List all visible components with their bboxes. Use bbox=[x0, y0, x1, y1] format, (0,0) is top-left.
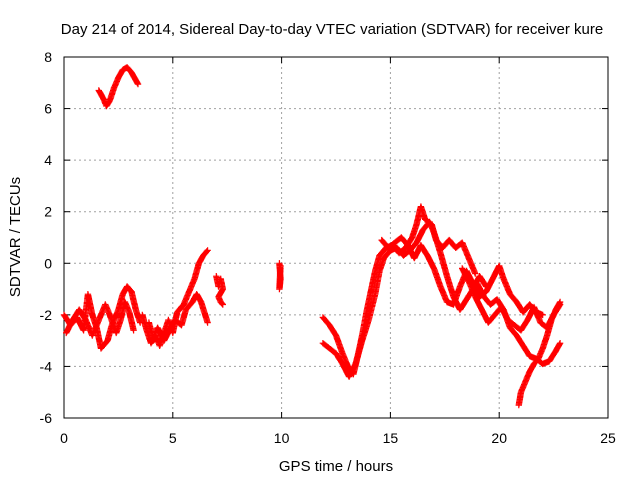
series-arc-isolated bbox=[276, 260, 284, 293]
plus-markers bbox=[474, 280, 564, 368]
series-arc-late-5 bbox=[474, 280, 564, 368]
series-arc-mid-3 bbox=[213, 273, 226, 308]
plus-markers bbox=[213, 273, 226, 308]
plus-markers bbox=[95, 64, 142, 110]
y-axis-label: SDTVAR / TECUs bbox=[7, 177, 24, 297]
series-arc-mid-2 bbox=[145, 291, 211, 344]
series-arc-early-2 bbox=[63, 298, 137, 339]
x-tick-label: 15 bbox=[383, 430, 399, 446]
x-tick-label: 5 bbox=[169, 430, 177, 446]
y-tick-label: 6 bbox=[44, 101, 52, 117]
y-tick-labels: -6 -4 -2 0 2 4 6 8 bbox=[40, 49, 53, 426]
x-tick-label: 25 bbox=[600, 430, 616, 446]
axis-ticks bbox=[63, 56, 609, 419]
y-tick-label: -6 bbox=[40, 410, 53, 426]
y-tick-label: 2 bbox=[44, 204, 52, 220]
x-tick-label: 10 bbox=[274, 430, 290, 446]
y-tick-label: 0 bbox=[44, 255, 52, 271]
y-tick-label: -4 bbox=[40, 358, 53, 374]
series-arc-late-2 bbox=[319, 218, 490, 380]
grid bbox=[64, 57, 608, 418]
y-tick-label: 4 bbox=[44, 152, 52, 168]
data-points bbox=[60, 64, 564, 409]
y-tick-label: 8 bbox=[44, 49, 52, 65]
plus-markers bbox=[319, 218, 490, 380]
x-tick-label: 20 bbox=[491, 430, 507, 446]
plus-markers bbox=[145, 291, 211, 344]
plus-markers bbox=[515, 298, 564, 409]
x-tick-labels: 0 5 10 15 20 25 bbox=[60, 430, 616, 446]
series-arc-late-6 bbox=[515, 298, 564, 409]
plot-frame bbox=[63, 56, 609, 419]
x-tick-label: 0 bbox=[60, 430, 68, 446]
series-arc-high bbox=[95, 64, 142, 110]
y-tick-label: -2 bbox=[40, 307, 53, 323]
chart-title: Day 214 of 2014, Sidereal Day-to-day VTE… bbox=[61, 21, 603, 38]
plus-markers bbox=[276, 260, 284, 293]
plus-markers bbox=[63, 298, 137, 339]
x-axis-label: GPS time / hours bbox=[279, 458, 393, 475]
